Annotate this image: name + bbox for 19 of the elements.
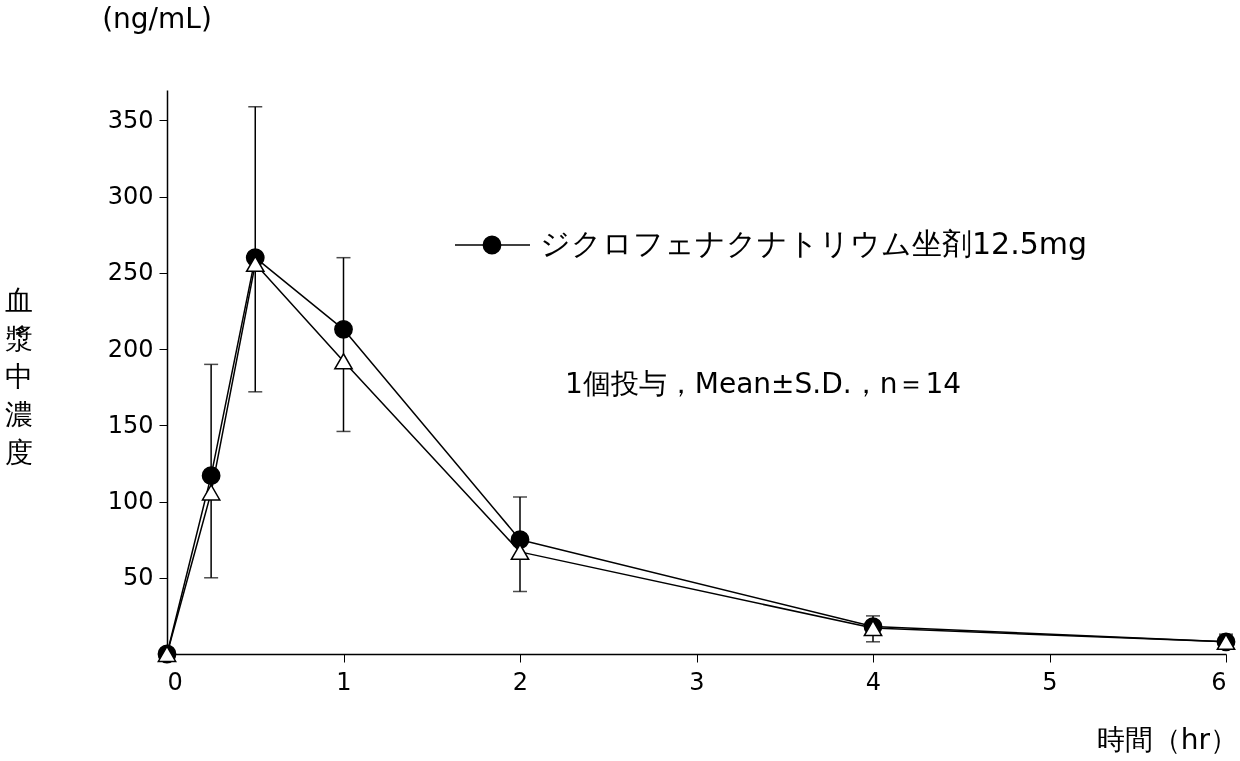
- y-tick-label: 50: [122, 563, 154, 592]
- y-tick-label: 150: [107, 410, 154, 439]
- x-tick-label: 4: [865, 667, 882, 696]
- x-tick-label: 2: [512, 667, 529, 696]
- y-tick-label: 300: [107, 182, 154, 211]
- y-axis-title: 血漿中濃度: [5, 284, 33, 469]
- x-tick-label: 0: [167, 667, 183, 696]
- annotation: 1個投与，Mean±S.D.，n＝14: [565, 367, 962, 400]
- x-tick-label: 3: [689, 667, 705, 696]
- x-tick-label: 6: [1211, 667, 1227, 696]
- x-axis-title: 時間（hr）: [1096, 723, 1238, 756]
- y-tick-label: 250: [107, 258, 154, 287]
- legend-label: ジクロフェナクナトリウム坐剤12.5mg: [540, 226, 1088, 261]
- x-tick-label: 5: [1042, 667, 1058, 696]
- text: (ng/mL): [102, 2, 212, 35]
- x-tick-label: 1: [336, 667, 352, 696]
- y-tick-label: 200: [107, 334, 154, 363]
- y-tick-label: 100: [107, 487, 154, 516]
- y-tick-label: 350: [107, 105, 154, 134]
